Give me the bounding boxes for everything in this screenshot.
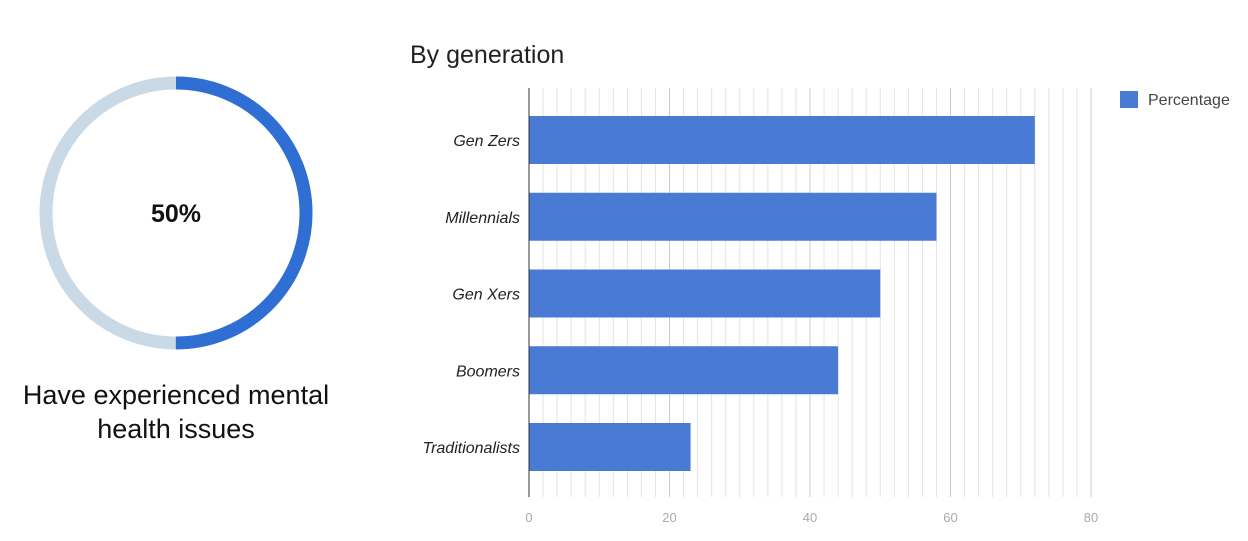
bar xyxy=(529,192,937,241)
category-label: Boomers xyxy=(456,363,520,380)
legend-swatch xyxy=(1120,91,1138,108)
donut-caption-line-1: Have experienced mental xyxy=(22,380,330,410)
x-tick-labels: 0 20 40 60 80 xyxy=(525,510,1098,525)
chart-bars xyxy=(529,116,1035,471)
bar xyxy=(529,269,881,318)
bar xyxy=(529,116,1035,164)
bar xyxy=(529,423,691,471)
donut-panel: 50% Have experienced mental health issue… xyxy=(0,0,352,541)
x-tick-label: 80 xyxy=(1084,510,1098,525)
donut-caption: Have experienced mental health issues xyxy=(0,378,352,446)
bar xyxy=(529,346,839,395)
chart-legend: Percentage xyxy=(1120,91,1230,109)
category-label: Millennials xyxy=(445,210,520,227)
bar-chart: By generation Gen Zers Millennials Gen Xer… xyxy=(410,41,1230,525)
category-label: Gen Xers xyxy=(452,287,520,304)
x-tick-label: 60 xyxy=(943,510,957,525)
x-tick-label: 0 xyxy=(525,510,532,525)
chart-title: By generation xyxy=(410,41,564,69)
legend-label: Percentage xyxy=(1148,92,1230,109)
donut-caption-line-2: health issues xyxy=(97,414,255,444)
donut-value-label: 50% xyxy=(150,200,202,228)
x-tick-label: 40 xyxy=(803,510,817,525)
category-label: Gen Zers xyxy=(453,133,520,150)
donut-arc xyxy=(39,76,313,350)
category-labels: Gen Zers Millennials Gen Xers Boomers Tradit… xyxy=(422,133,520,457)
x-tick-label: 20 xyxy=(662,510,676,525)
category-label: Traditionalists xyxy=(422,440,520,457)
donut-chart xyxy=(39,76,313,350)
